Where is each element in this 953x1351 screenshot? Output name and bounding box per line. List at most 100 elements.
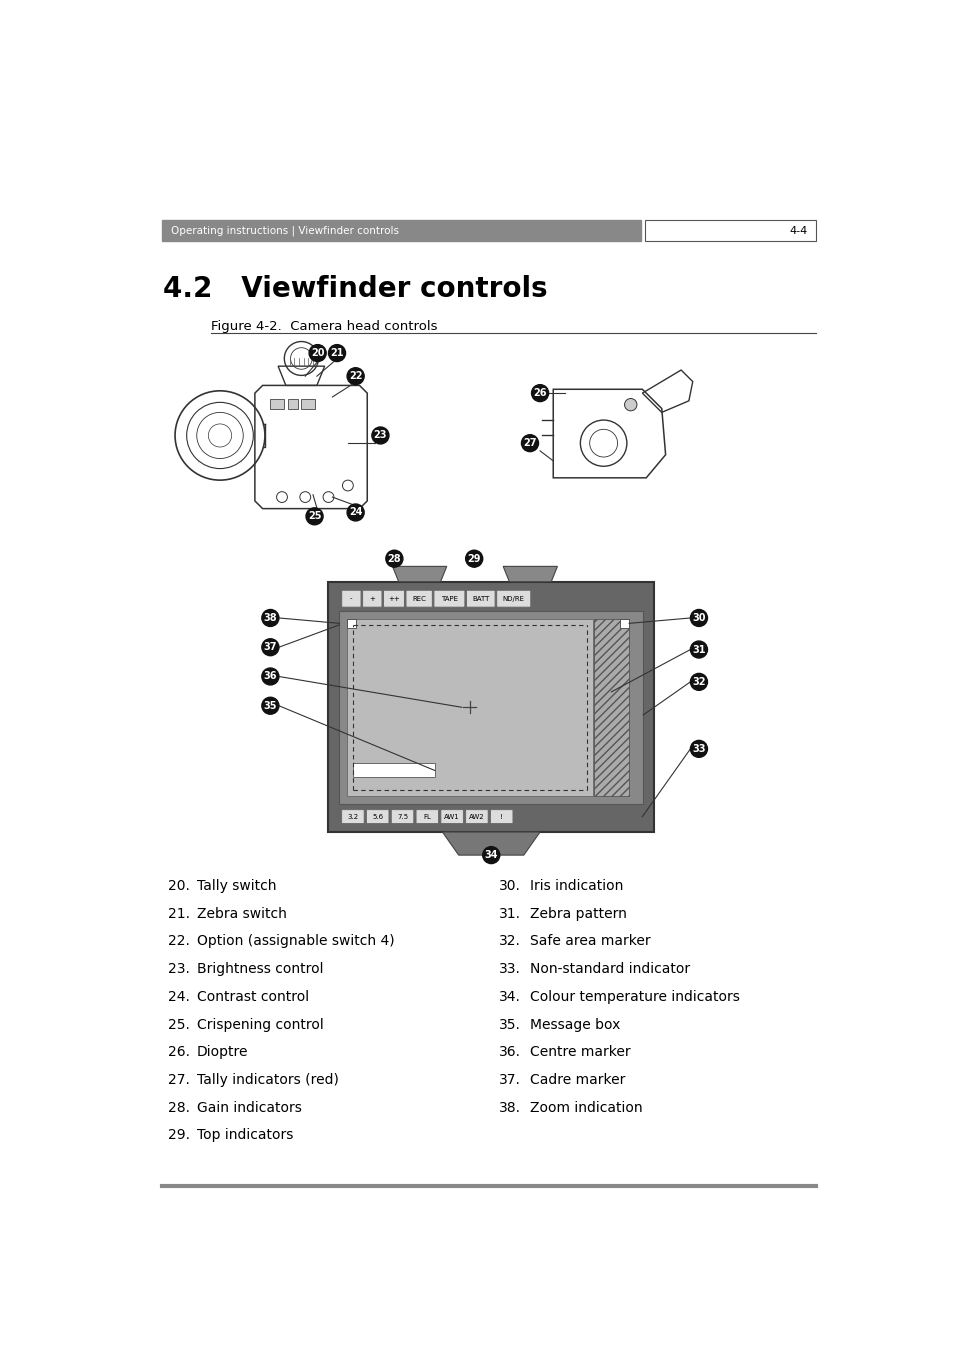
Text: 31.: 31. [498,907,520,920]
FancyBboxPatch shape [341,809,364,824]
Circle shape [690,609,707,627]
Circle shape [328,345,345,362]
Text: 35: 35 [263,701,276,711]
FancyBboxPatch shape [362,590,381,607]
FancyBboxPatch shape [341,590,360,607]
Circle shape [624,399,637,411]
Bar [347,619,356,628]
Text: AW2: AW2 [469,813,484,820]
Bar [162,220,640,242]
Text: 21: 21 [330,349,343,358]
FancyBboxPatch shape [416,809,438,824]
Text: Iris indication: Iris indication [530,880,622,893]
Text: 27.: 27. [168,1073,190,1088]
FancyBboxPatch shape [497,590,530,607]
Bar [328,582,654,832]
Text: TAPE: TAPE [440,596,457,601]
Polygon shape [502,566,557,582]
Polygon shape [392,566,446,582]
Text: BATT: BATT [472,596,489,601]
Circle shape [385,550,402,567]
Bar [594,619,629,796]
Text: Top indicators: Top indicators [196,1128,293,1143]
FancyBboxPatch shape [391,809,414,824]
Text: Brightness control: Brightness control [196,962,323,975]
Circle shape [347,504,364,521]
Circle shape [465,550,482,567]
Text: Operating instructions | Viewfinder controls: Operating instructions | Viewfinder cont… [171,226,398,236]
Text: 24: 24 [349,508,362,517]
Bar [619,619,629,628]
Text: 30: 30 [692,613,705,623]
Circle shape [690,740,707,758]
Text: 34: 34 [484,850,497,861]
Text: Message box: Message box [530,1017,619,1032]
Text: 22.: 22. [168,935,190,948]
Circle shape [261,667,278,685]
Text: 7.5: 7.5 [396,813,408,820]
Text: Centre marker: Centre marker [530,1046,630,1059]
FancyBboxPatch shape [440,809,463,824]
Text: 37.: 37. [498,1073,520,1088]
Text: Safe area marker: Safe area marker [530,935,650,948]
Text: 26: 26 [533,388,546,399]
Text: 25: 25 [308,511,321,521]
Text: 33.: 33. [498,962,520,975]
Text: REC: REC [412,596,426,601]
Bar [270,400,284,408]
Text: 25.: 25. [168,1017,190,1032]
FancyBboxPatch shape [466,590,495,607]
Text: Contrast control: Contrast control [196,990,309,1004]
Text: Tally indicators (red): Tally indicators (red) [196,1073,338,1088]
Circle shape [261,609,278,627]
Text: 28.: 28. [168,1101,190,1115]
Text: 26.: 26. [168,1046,190,1059]
Text: 30.: 30. [498,880,520,893]
Text: 36: 36 [263,671,276,681]
Circle shape [347,367,364,385]
Text: Cadre marker: Cadre marker [530,1073,625,1088]
Text: Zoom indication: Zoom indication [530,1101,642,1115]
Bar [288,400,297,408]
Text: Dioptre: Dioptre [196,1046,248,1059]
FancyBboxPatch shape [490,809,513,824]
FancyBboxPatch shape [383,590,404,607]
Text: 33: 33 [692,744,705,754]
Text: 24.: 24. [168,990,190,1004]
Circle shape [309,345,326,362]
Text: 36.: 36. [498,1046,520,1059]
Text: 20: 20 [311,349,324,358]
Text: 32: 32 [692,677,705,686]
Text: FL: FL [423,813,431,820]
Circle shape [261,697,278,715]
Text: 31: 31 [692,644,705,654]
Text: Tally switch: Tally switch [196,880,276,893]
Text: Non-standard indicator: Non-standard indicator [530,962,689,975]
Text: 4-4: 4-4 [788,226,806,235]
Text: 3.2: 3.2 [347,813,358,820]
Text: 22: 22 [349,372,362,381]
Text: 27: 27 [522,438,537,449]
Text: Figure 4-2.  Camera head controls: Figure 4-2. Camera head controls [211,320,436,332]
FancyBboxPatch shape [434,590,464,607]
Circle shape [521,435,537,451]
Text: Zebra switch: Zebra switch [196,907,286,920]
Bar [644,220,815,242]
FancyBboxPatch shape [366,809,389,824]
Circle shape [261,639,278,655]
Text: 23: 23 [374,431,387,440]
Text: Colour temperature indicators: Colour temperature indicators [530,990,740,1004]
Polygon shape [442,832,539,855]
Text: 20.: 20. [168,880,190,893]
Text: 29.: 29. [168,1128,190,1143]
Text: Crispening control: Crispening control [196,1017,323,1032]
Text: Option (assignable switch 4): Option (assignable switch 4) [196,935,394,948]
Text: 5.6: 5.6 [372,813,383,820]
FancyBboxPatch shape [406,590,432,607]
Bar [339,611,642,804]
Bar [301,400,315,408]
Text: 32.: 32. [498,935,520,948]
Bar [353,763,435,777]
Text: +: + [369,596,375,601]
Circle shape [690,642,707,658]
